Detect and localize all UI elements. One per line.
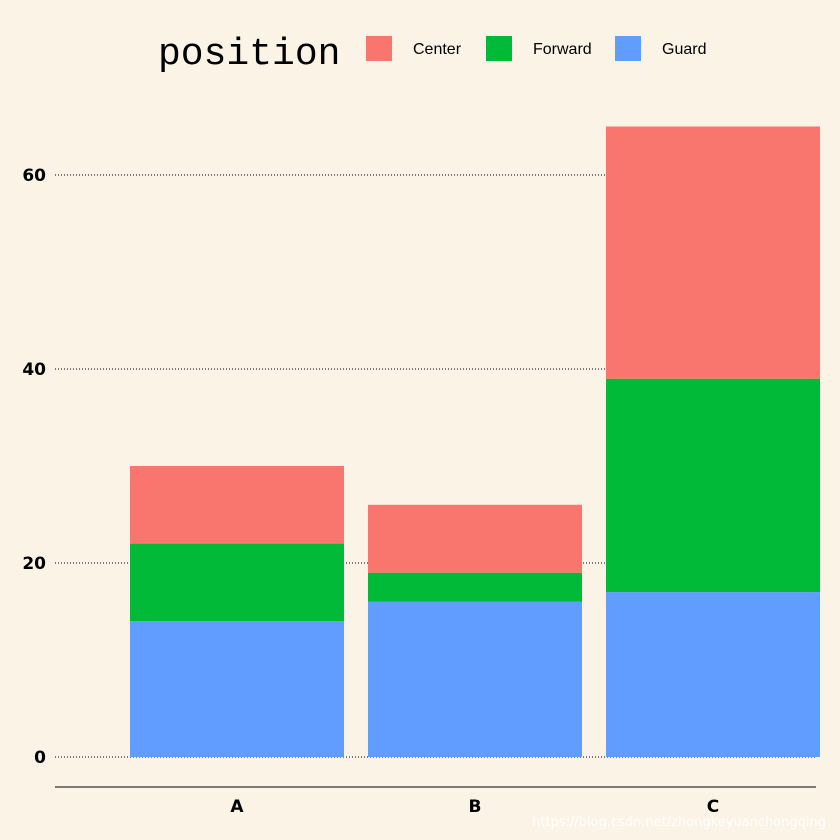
legend-swatch-guard — [615, 36, 641, 61]
bars — [130, 126, 820, 757]
legend-label-guard: Guard — [662, 41, 706, 58]
x-tick-label: A — [230, 797, 244, 817]
bar-C-guard — [606, 592, 820, 757]
bar-C-center — [606, 126, 820, 379]
bar-B-forward — [368, 572, 582, 602]
x-tick-label: B — [469, 797, 482, 817]
legend-title: position — [158, 33, 340, 76]
legend-label-center: Center — [413, 41, 462, 58]
legend-swatch-center — [366, 36, 392, 61]
bar-B-guard — [368, 601, 582, 757]
y-tick-label: 40 — [22, 360, 46, 380]
x-tick-label: C — [707, 797, 719, 817]
bar-B-center — [368, 504, 582, 573]
y-tick-label: 60 — [22, 166, 46, 186]
legend-swatch-forward — [486, 36, 512, 61]
bar-A-center — [130, 466, 344, 544]
bar-A-forward — [130, 543, 344, 622]
y-tick-label: 20 — [22, 554, 46, 574]
legend-label-forward: Forward — [533, 41, 592, 58]
legend: position Center Forward Guard — [158, 33, 706, 76]
x-axis-ticks: A B C — [230, 797, 719, 817]
watermark: https://blog.csdn.net/zhongkeyuanchongqi… — [532, 815, 826, 830]
bar-A-guard — [130, 621, 344, 757]
y-tick-label: 0 — [34, 748, 46, 768]
bar-C-forward — [606, 378, 820, 593]
y-axis-ticks: 0 20 40 60 — [22, 166, 46, 768]
